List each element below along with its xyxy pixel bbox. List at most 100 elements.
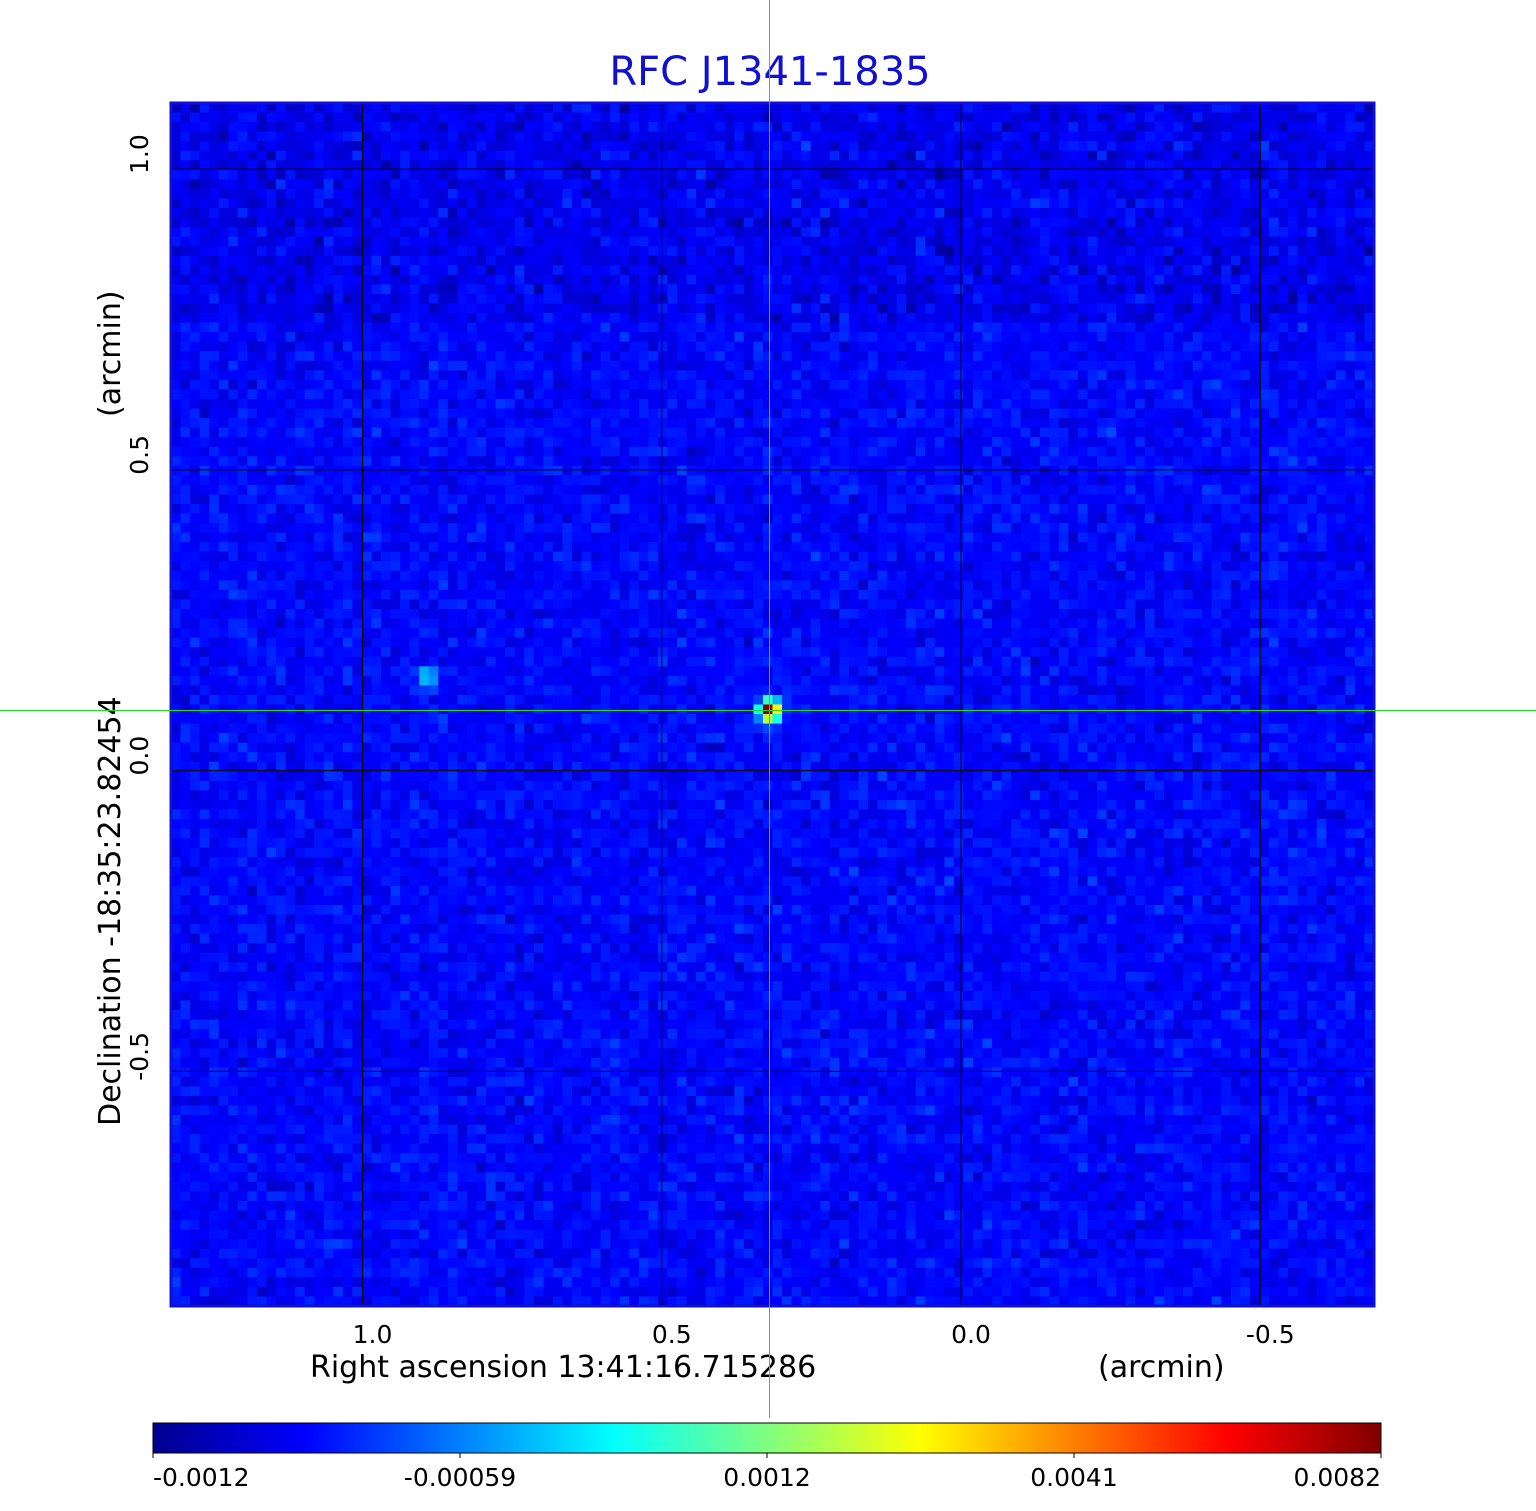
image-pixel: [1039, 446, 1050, 457]
image-pixel: [753, 418, 764, 429]
image-pixel: [1049, 427, 1060, 438]
image-pixel: [228, 456, 239, 467]
image-pixel: [810, 284, 821, 295]
image-pixel: [619, 265, 630, 276]
image-pixel: [171, 313, 182, 324]
image-pixel: [333, 360, 344, 371]
image-pixel: [419, 465, 430, 476]
image-pixel: [992, 274, 1003, 286]
image-pixel: [839, 293, 850, 305]
image-pixel: [524, 112, 535, 123]
image-pixel: [466, 131, 478, 142]
image-pixel: [505, 265, 516, 276]
image-pixel: [495, 208, 506, 219]
image-pixel: [877, 131, 888, 142]
image-pixel: [677, 465, 688, 476]
image-pixel: [1058, 284, 1070, 295]
image-pixel: [390, 284, 401, 295]
image-pixel: [715, 208, 726, 219]
image-pixel: [218, 112, 229, 123]
image-pixel: [1135, 293, 1146, 305]
image-pixel: [1078, 293, 1089, 305]
image-pixel: [963, 141, 974, 152]
image-pixel: [543, 341, 554, 352]
image-pixel: [171, 437, 182, 448]
image-pixel: [323, 465, 334, 476]
image-pixel: [342, 188, 354, 200]
image-pixel: [486, 465, 497, 476]
image-pixel: [753, 408, 764, 419]
image-pixel: [409, 169, 420, 180]
image-pixel: [629, 112, 640, 123]
image-pixel: [381, 475, 392, 486]
image-pixel: [982, 465, 993, 476]
image-pixel: [524, 274, 535, 286]
image-pixel: [1240, 169, 1251, 180]
image-pixel: [180, 351, 191, 362]
image-pixel: [1259, 398, 1270, 410]
image-pixel: [1230, 236, 1241, 247]
image-pixel: [572, 332, 583, 343]
image-pixel: [1230, 322, 1241, 333]
image-pixel: [228, 150, 239, 161]
image-pixel: [1125, 465, 1136, 476]
image-pixel: [1078, 303, 1089, 314]
image-pixel: [457, 379, 468, 391]
image-pixel: [734, 351, 745, 362]
image-pixel: [1354, 456, 1366, 467]
image-pixel: [1116, 227, 1127, 238]
image-pixel: [820, 179, 831, 190]
image-pixel: [992, 131, 1003, 142]
image-pixel: [801, 217, 812, 228]
image-pixel: [1230, 150, 1241, 161]
image-pixel: [1135, 389, 1146, 400]
image-pixel: [848, 122, 860, 133]
image-pixel: [657, 360, 669, 371]
image-pixel: [180, 418, 191, 429]
image-pixel: [400, 274, 411, 286]
image-pixel: [753, 284, 764, 295]
image-pixel: [1211, 313, 1222, 324]
image-pixel: [1268, 465, 1280, 476]
image-pixel: [1297, 389, 1308, 400]
image-pixel: [743, 437, 755, 448]
image-pixel: [438, 322, 449, 333]
image-pixel: [1326, 198, 1337, 209]
image-pixel: [552, 131, 564, 142]
image-pixel: [381, 370, 392, 381]
image-pixel: [1039, 418, 1050, 429]
image-pixel: [829, 456, 840, 467]
image-pixel: [1068, 112, 1079, 123]
image-pixel: [1192, 188, 1203, 200]
image-pixel: [839, 103, 850, 114]
image-pixel: [1068, 265, 1079, 276]
image-pixel: [610, 236, 621, 247]
image-pixel: [715, 370, 726, 381]
image-pixel: [1001, 456, 1012, 467]
image-pixel: [457, 360, 468, 371]
image-pixel: [753, 160, 764, 171]
image-pixel: [171, 408, 182, 419]
image-pixel: [1192, 179, 1203, 190]
image-pixel: [304, 141, 315, 152]
image-pixel: [1039, 398, 1050, 410]
image-pixel: [1173, 160, 1184, 171]
image-pixel: [610, 303, 621, 314]
image-pixel: [247, 150, 258, 161]
image-pixel: [466, 389, 478, 400]
image-pixel: [1001, 332, 1012, 343]
image-pixel: [963, 465, 974, 476]
image-pixel: [1335, 322, 1346, 333]
image-pixel: [390, 227, 401, 238]
image-pixel: [1211, 274, 1222, 286]
image-pixel: [476, 465, 487, 476]
image-pixel: [810, 227, 821, 238]
image-pixel: [896, 437, 907, 448]
image-pixel: [1345, 265, 1356, 276]
image-pixel: [438, 227, 449, 238]
image-pixel: [810, 456, 821, 467]
image-pixel: [934, 131, 945, 142]
image-pixel: [810, 150, 821, 161]
image-pixel: [906, 150, 917, 161]
